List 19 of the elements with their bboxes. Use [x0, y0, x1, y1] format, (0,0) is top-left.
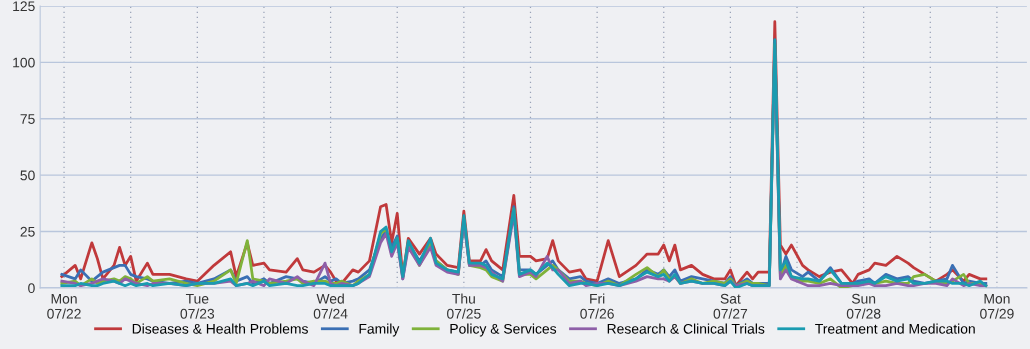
x-tick-label: Sun 07/28 [846, 293, 881, 319]
x-tick-label: Fri 07/26 [580, 293, 614, 319]
legend-label: Family [359, 323, 400, 337]
y-tick-label: 25 [20, 226, 35, 237]
x-tick-label: Thu 07/25 [447, 293, 481, 319]
x-tick-label: Tue 07/23 [180, 293, 215, 319]
legend-label: Research & Clinical Trials [607, 323, 765, 334]
y-tick-label: 100 [13, 57, 35, 68]
y-tick-label: 0 [28, 283, 35, 294]
y-tick-label: 50 [20, 170, 35, 181]
legend-label: Diseases & Health Problems [132, 323, 308, 334]
x-tick-label: Mon 07/22 [47, 293, 81, 319]
x-tick-label: Mon 07/29 [980, 293, 1014, 319]
y-tick-label: 75 [20, 114, 35, 124]
x-tick-label: Sat 07/27 [713, 293, 748, 319]
legend-label: Treatment and Medication [815, 323, 975, 334]
x-tick-label: Wed 07/24 [313, 293, 348, 319]
y-tick-label: 125 [13, 1, 35, 12]
legend-label: Policy & Services [450, 323, 557, 337]
